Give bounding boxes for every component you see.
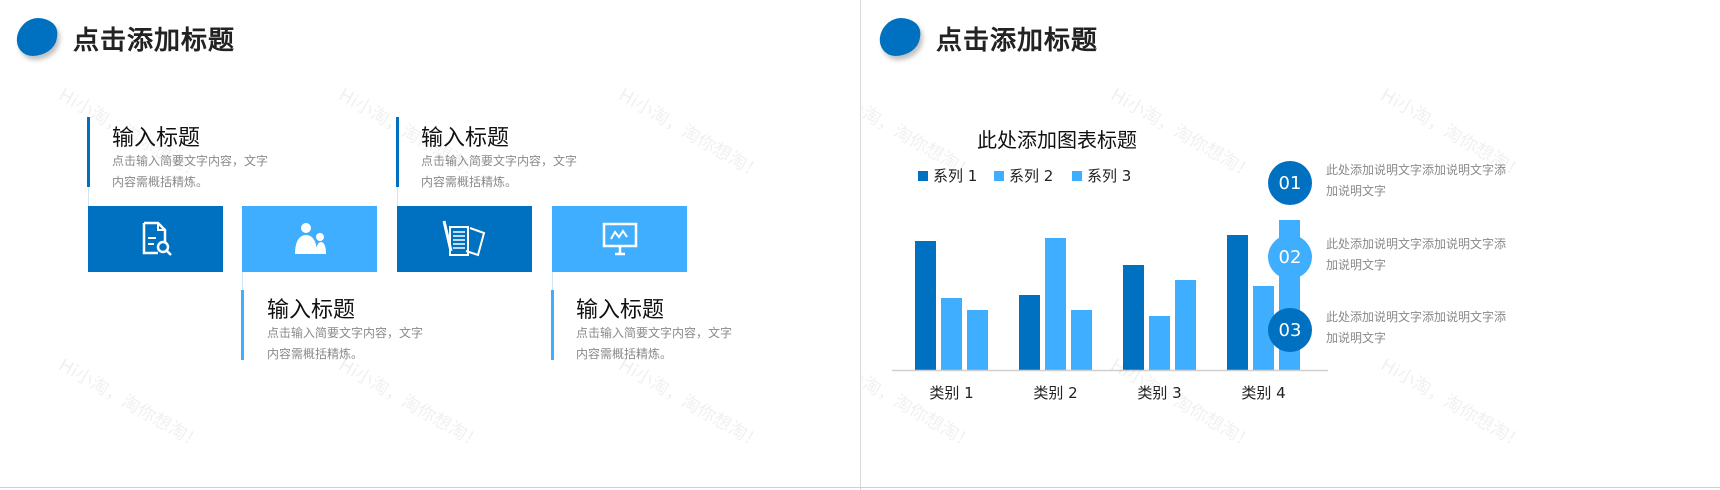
bar: [1175, 280, 1196, 370]
bar: [1149, 316, 1170, 370]
slide-title: 点击添加标题: [936, 26, 1099, 56]
notes-pen-icon: [442, 220, 485, 257]
bar: [1253, 286, 1274, 370]
chart-title: 此处添加图表标题: [977, 128, 1137, 152]
bar: [1045, 238, 1066, 370]
step-badge: 03: [1268, 308, 1312, 352]
title-blob-icon: [14, 18, 60, 56]
step-badge: 02: [1268, 235, 1312, 279]
bar: [941, 298, 962, 370]
watermark: Hi小淘，淘你想淘！: [54, 354, 207, 455]
item-title: 输入标题: [112, 126, 201, 151]
note-text: 此处添加说明文字添加说明文字添加说明文字: [1326, 310, 1507, 345]
category-label: 类别 3: [1137, 384, 1181, 402]
item-desc: 点击输入简要文字内容，文字内容需概括精炼。: [267, 326, 424, 361]
legend-item: 系列 1: [918, 165, 977, 186]
legend-swatch: [1072, 170, 1082, 181]
accent-bar: [241, 290, 244, 360]
item-box: [552, 206, 687, 272]
watermark: Hi小淘，淘你想淘！: [614, 84, 767, 185]
bar: [967, 310, 988, 370]
item-title: 输入标题: [421, 126, 510, 151]
category-label: 类别 2: [1033, 384, 1077, 402]
step-badge: 01: [1268, 161, 1312, 205]
bar: [1019, 295, 1040, 370]
category-label: 类别 4: [1241, 384, 1285, 402]
legend-swatch: [918, 170, 928, 181]
connector-line: [242, 272, 243, 290]
connector-line: [552, 272, 553, 290]
accent-bar: [551, 290, 554, 360]
item-title: 输入标题: [576, 298, 665, 323]
legend-label: 系列 2: [1009, 167, 1054, 185]
bar: [1123, 265, 1144, 370]
slide-divider: [860, 0, 861, 490]
chart-plot: 类别 1 类别 2 类别 3 类别 4: [892, 220, 1328, 402]
item-box: [88, 206, 223, 272]
item-desc: 点击输入简要文字内容，文字内容需概括精炼。: [421, 154, 578, 189]
note-text: 此处添加说明文字添加说明文字添加说明文字: [1326, 237, 1507, 272]
watermark: Hi小淘，淘你想淘！: [614, 354, 767, 455]
presentation-board-icon: [602, 222, 637, 256]
bar: [1071, 310, 1092, 370]
connector-line: [397, 187, 398, 206]
accent-bar: [87, 117, 90, 187]
legend-item: 系列 3: [1072, 165, 1131, 186]
item-title: 输入标题: [267, 298, 356, 323]
legend-swatch: [994, 170, 1004, 181]
bottom-border: [0, 487, 1720, 488]
item-box: [397, 206, 532, 272]
item-box: [242, 206, 377, 272]
item-desc: 点击输入简要文字内容，文字内容需概括精炼。: [576, 326, 733, 361]
bar-chart: 此处添加图表标题 系列 1 系列 2 系列 3 类别 1 类别 2 类别 3 类别 4: [892, 0, 1392, 488]
note-text: 此处添加说明文字添加说明文字添加说明文字: [1326, 163, 1507, 198]
slide-title: 点击添加标题: [73, 26, 236, 56]
accent-bar: [396, 117, 399, 187]
legend-item: 系列 2: [994, 165, 1053, 186]
document-search-icon: [142, 221, 172, 256]
category-label: 类别 1: [929, 384, 973, 402]
bar: [1227, 235, 1248, 370]
legend-label: 系列 1: [933, 167, 978, 185]
watermark: Hi小淘，淘你想淘！: [334, 354, 487, 455]
connector-line: [88, 187, 89, 206]
slide-left: 点击添加标题 输入标题 点击输入简要文字内容，文字内容需概括精炼。 输入标题 点…: [0, 0, 860, 488]
users-icon: [294, 223, 326, 254]
bar: [915, 241, 936, 370]
watermark: Hi小淘，淘你想淘！: [1376, 354, 1529, 455]
item-desc: 点击输入简要文字内容，文字内容需概括精炼。: [112, 154, 269, 189]
legend-label: 系列 3: [1087, 167, 1132, 185]
